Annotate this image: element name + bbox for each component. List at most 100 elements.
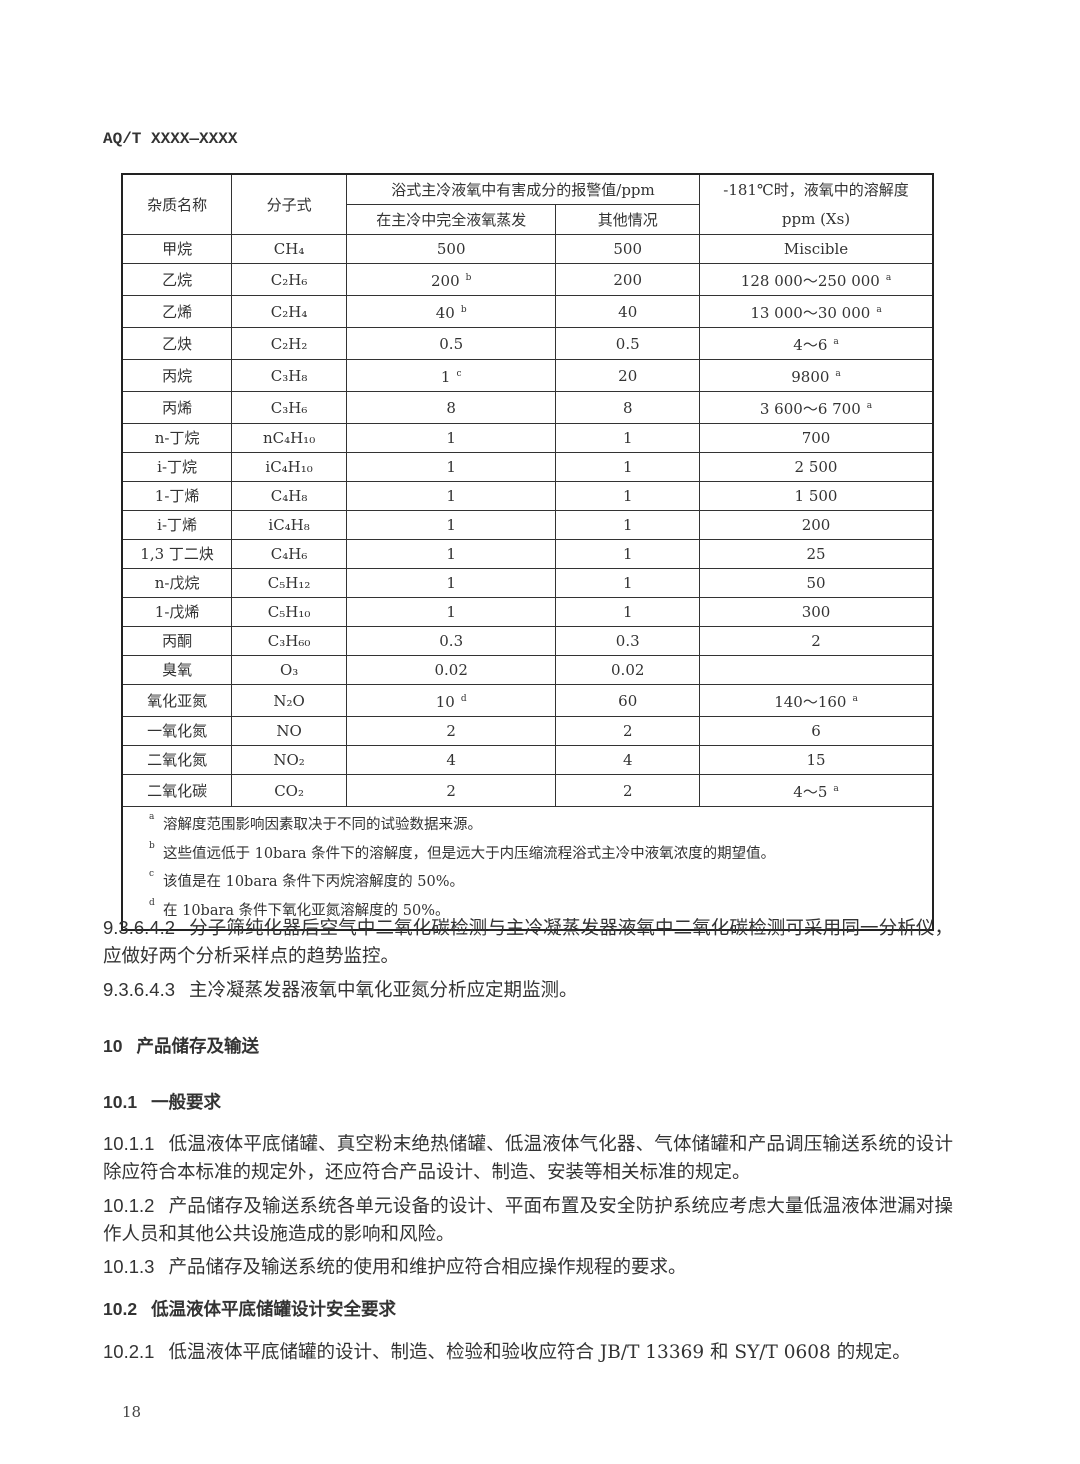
alarm-full-evaporation-value: 2 (446, 781, 456, 800)
footnote-marker: a (876, 305, 882, 315)
document-code: AQ/T XXXX—XXXX (103, 130, 238, 148)
alarm-other-value: 1 (622, 429, 633, 447)
impurity-name-value: n-丁烷 (154, 429, 200, 447)
alarm-full-evaporation-value: 2 (446, 722, 456, 740)
clause-number: 10.2 (103, 1299, 138, 1319)
molecular-formula-value: CH₄ (273, 240, 305, 258)
header-solubility: -181℃时，液氧中的溶解度 ppm (Xs) (699, 173, 934, 235)
alarm-other: 1 (555, 481, 701, 511)
table-row: 1-戊烯 C₅H₁₀ 1 1 300 (121, 597, 934, 627)
note-marker: c (149, 869, 155, 879)
molecular-formula: C₅H₁₂ (231, 568, 347, 598)
footnote-marker: a (866, 401, 873, 411)
impurity-name: 二氧化氮 (121, 745, 233, 775)
impurity-name: i-丁烷 (121, 452, 233, 482)
alarm-other: 1 (555, 452, 701, 482)
table-row: 二氧化碳 CO₂ 2 2 4～5 a (121, 774, 934, 807)
solubility-value: 128 000～250 000 (740, 272, 880, 290)
table-row: 氧化亚氮 N₂O 10 d 60 140～160 a (121, 684, 934, 717)
footnote-marker: a (835, 369, 841, 379)
table-note: c 该值是在 10bara 条件下丙烷溶解度的 50%。 (149, 868, 932, 897)
note-marker: d (149, 897, 155, 908)
footnote-marker: a (833, 784, 839, 794)
molecular-formula-value: C₂H₄ (270, 302, 308, 321)
impurity-name: 乙烯 (121, 295, 233, 328)
molecular-formula-value: C₅H₁₀ (267, 603, 311, 621)
table-row: 丙烯 C₃H₆ 8 8 3 600～6 700 a (121, 391, 934, 424)
solubility: 2 500 (699, 452, 934, 482)
alarm-full-evaporation-value: 40 (435, 304, 455, 322)
molecular-formula: C₂H₆ (231, 263, 347, 296)
molecular-formula: N₂O (231, 684, 347, 717)
solubility-value: 9800 (791, 368, 830, 386)
clause-paragraph: 9.3.6.4.3 主冷凝蒸发器液氧中氧化亚氮分析应定期监测。 (103, 976, 953, 1005)
solubility-value: 6 (811, 722, 821, 740)
alarm-full-evaporation-value: 0.5 (439, 334, 464, 353)
impurity-name-value: 乙炔 (162, 334, 193, 353)
solubility: 140～160 a (699, 684, 934, 717)
impurity-name-value: 乙烯 (162, 302, 193, 321)
alarm-other-value: 0.5 (615, 334, 640, 353)
alarm-other-value: 0.02 (611, 661, 645, 679)
alarm-full-evaporation: 1 (345, 597, 557, 627)
alarm-other: 2 (555, 774, 701, 807)
clause-paragraph: 10.1.3 产品储存及输送系统的使用和维护应符合相应操作规程的要求。 (103, 1253, 953, 1282)
molecular-formula-value: CO₂ (274, 781, 304, 800)
alarm-other: 2 (555, 716, 701, 746)
impurity-name-value: 丙烯 (162, 398, 193, 417)
alarm-full-evaporation-value: 1 (440, 368, 451, 386)
note-text: 该值是在 10bara 条件下丙烷溶解度的 50%。 (163, 874, 465, 890)
alarm-other: 1 (555, 597, 701, 627)
alarm-full-evaporation-value: 1 (446, 574, 456, 592)
clause-number: 10.1.1 (103, 1133, 155, 1154)
clause-text: 产品储存及输送系统的使用和维护应符合相应操作规程的要求。 (168, 1257, 687, 1278)
alarm-other-value: 1 (622, 545, 633, 563)
alarm-other: 0.5 (555, 327, 701, 360)
clause-paragraph: 10.1.1 低温液体平底储罐、真空粉末绝热储罐、低温液体气化器、气体储罐和产品调… (103, 1130, 953, 1187)
table-note: b 这些值远低于 10bara 条件下的溶解度，但是远大于内压缩流程浴式主冷中液氧… (149, 840, 932, 869)
molecular-formula: C₃H₆₀ (231, 626, 347, 656)
impurity-name: 1-丁烯 (121, 481, 233, 511)
alarm-other-value: 1 (622, 458, 633, 476)
solubility: 25 (699, 539, 934, 569)
alarm-other: 1 (555, 568, 701, 598)
molecular-formula-value: C₂H₂ (270, 334, 308, 353)
alarm-full-evaporation-value: 1 (446, 516, 456, 534)
molecular-formula-value: C₅H₁₂ (267, 574, 311, 592)
molecular-formula-value: C₃H₈ (270, 366, 308, 385)
impurity-name-value: 1-丁烯 (154, 487, 200, 505)
clause-number: 9.3.6.4.3 (103, 979, 176, 1000)
note-text: 在 10bara 条件下氧化亚氮溶解度的 50%。 (163, 902, 450, 919)
alarm-other: 200 (555, 263, 701, 296)
footnote-marker: a (833, 337, 839, 347)
molecular-formula-value: O₃ (279, 661, 299, 679)
solubility-value: 2 (811, 632, 821, 650)
alarm-other: 60 (555, 684, 701, 717)
clause-paragraph: 10.1.2 产品储存及输送系统各单元设备的设计、平面布置及安全防护系统应考虑大量… (103, 1192, 953, 1249)
alarm-other-value: 8 (622, 398, 633, 417)
clause-number: 10.2.1 (103, 1341, 155, 1362)
table-row: 1,3 丁二炔 C₄H₆ 1 1 25 (121, 539, 934, 569)
footnote-marker: a (885, 273, 892, 283)
alarm-other-value: 1 (622, 574, 633, 592)
table-notes: a 溶解度范围影响因素取决于不同的试验数据来源。 b 这些值远低于 10bara 条件… (121, 806, 934, 931)
impurity-name-value: 丙烷 (162, 366, 193, 385)
impurity-name-value: n-戊烷 (154, 574, 200, 592)
table-row: 1-丁烯 C₄H₈ 1 1 1 500 (121, 481, 934, 511)
clause-text: 产品储存及输送系统各单元设备的设计、平面布置及安全防护系统应考虑大量低温液体泄漏… (103, 1196, 953, 1245)
table-row: i-丁烯 iC₄H₈ 1 1 200 (121, 510, 934, 540)
section-heading: 10 产品储存及输送 (103, 1032, 953, 1061)
alarm-full-evaporation: 1 (345, 423, 557, 453)
molecular-formula-value: NO (276, 722, 302, 740)
solubility (699, 655, 934, 685)
impurity-name: 二氧化碳 (121, 774, 233, 807)
alarm-other: 20 (555, 359, 701, 392)
solubility: Miscible (699, 234, 934, 264)
solubility-value: 1 500 (794, 487, 838, 505)
alarm-other-value: 1 (622, 516, 633, 534)
impurity-name: 氧化亚氮 (121, 684, 233, 717)
alarm-full-evaporation-value: 0.3 (439, 632, 464, 650)
molecular-formula-value: C₄H₆ (270, 545, 308, 563)
solubility: 13 000～30 000 a (699, 295, 934, 328)
molecular-formula-value: iC₄H₈ (268, 516, 310, 534)
